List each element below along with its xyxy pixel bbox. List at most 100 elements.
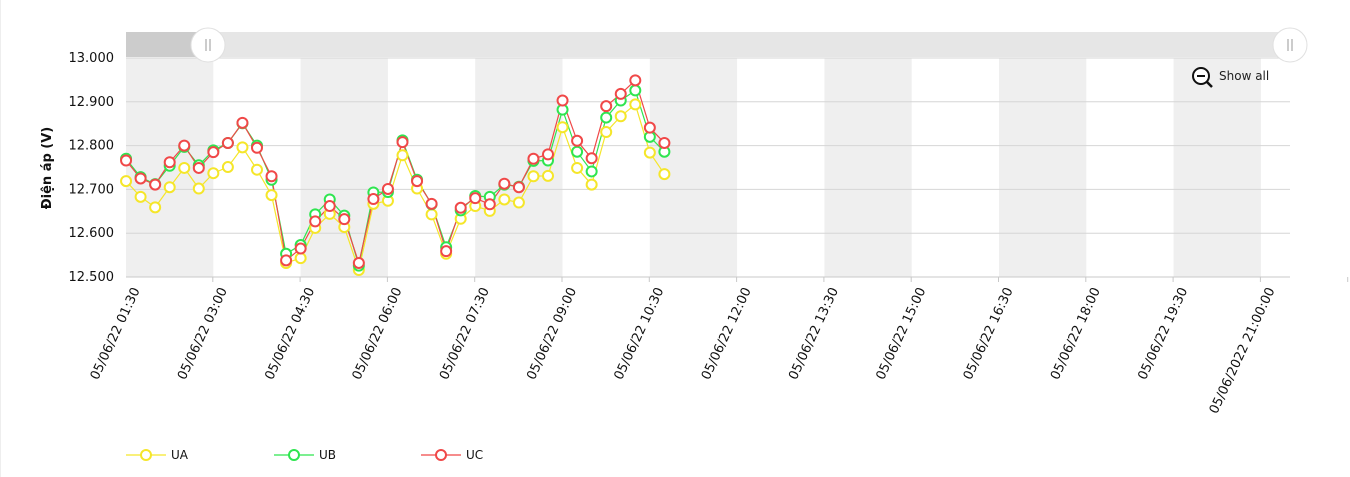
data-point-uc[interactable] [411,175,424,188]
data-point-ub[interactable] [600,111,613,124]
data-point-uc[interactable] [425,197,438,210]
data-point-ua[interactable] [236,141,249,154]
plot-band [1173,58,1261,277]
data-point-ua[interactable] [396,149,409,162]
data-point-ua[interactable] [178,161,191,174]
data-point-uc[interactable] [498,177,511,190]
x-tick-label: 05/06/22 04:30 [262,285,318,382]
data-point-uc[interactable] [120,154,133,167]
y-tick-label: 12.500 [69,270,115,285]
plot-band [999,58,1087,277]
data-point-ua[interactable] [643,146,656,159]
data-point-ua[interactable] [294,252,307,265]
data-point-uc[interactable] [367,193,380,206]
data-point-uc[interactable] [265,170,278,183]
navigator-handle[interactable] [190,27,226,63]
x-tick-label: 05/06/22 01:30 [88,285,144,382]
data-point-uc[interactable] [440,245,453,258]
show-all-button[interactable]: Show all [1219,69,1269,83]
data-point-ua[interactable] [498,193,511,206]
data-point-ua[interactable] [542,169,554,182]
data-point-ua[interactable] [425,208,438,221]
data-point-ua[interactable] [192,182,205,195]
x-tick-label: 05/06/22 03:00 [175,285,231,382]
data-point-ua[interactable] [600,126,613,139]
data-point-uc[interactable] [658,136,671,149]
zoom-out-icon-handle [1206,81,1213,88]
data-point-ua[interactable] [120,175,133,188]
data-point-ua[interactable] [265,189,278,202]
data-point-uc[interactable] [556,94,569,107]
data-point-ub[interactable] [629,84,642,97]
data-point-uc[interactable] [571,134,584,147]
data-point-uc[interactable] [149,178,162,191]
navigator-track [126,32,1291,57]
data-point-uc[interactable] [454,201,467,214]
data-point-uc[interactable] [323,200,336,213]
data-point-uc[interactable] [614,87,627,100]
data-point-ua[interactable] [629,98,642,111]
x-tick-label: 05/06/22 18:00 [1048,285,1104,382]
data-point-uc[interactable] [134,172,147,185]
data-point-ua[interactable] [571,161,584,174]
y-tick-label: 13.000 [69,51,115,66]
data-point-ua[interactable] [221,161,234,174]
navigator-handle[interactable] [1272,27,1308,63]
data-point-ua[interactable] [149,201,162,214]
data-point-uc[interactable] [338,213,351,226]
data-point-ua[interactable] [207,167,220,180]
data-point-uc[interactable] [396,136,409,149]
data-point-ua[interactable] [556,121,569,134]
data-point-uc[interactable] [483,198,496,211]
plot-band [300,58,388,277]
data-point-uc[interactable] [542,148,554,161]
legend-marker-ub[interactable] [288,449,300,461]
data-point-uc[interactable] [600,100,613,113]
x-tick-label: 05/06/22 09:00 [524,285,580,382]
legend-label-ub[interactable]: UB [319,448,336,462]
x-tick-label: 05/06/22 19:30 [1135,285,1191,382]
data-point-uc[interactable] [294,242,307,255]
data-point-uc[interactable] [309,215,322,228]
data-point-ua[interactable] [527,170,540,183]
data-point-ua[interactable] [614,110,627,123]
x-tick-label: 05/06/22 15:00 [873,285,929,382]
data-point-ua[interactable] [512,196,525,209]
data-point-uc[interactable] [512,181,525,194]
x-tick-label: 05/06/22 12:00 [699,285,755,382]
data-point-uc[interactable] [585,152,598,165]
data-point-uc[interactable] [280,254,293,267]
y-tick-label: 12.700 [69,182,115,197]
data-point-ua[interactable] [251,163,263,176]
x-tick-label: 05/06/22 16:30 [961,285,1017,382]
data-point-uc[interactable] [178,139,191,152]
data-point-uc[interactable] [643,121,656,134]
data-point-uc[interactable] [163,156,176,169]
legend-marker-uc[interactable] [435,449,447,461]
legend-marker-ua[interactable] [140,449,152,461]
data-point-uc[interactable] [207,146,220,159]
legend-label-uc[interactable]: UC [466,448,483,462]
data-point-ub[interactable] [571,145,584,158]
data-point-uc[interactable] [352,256,365,269]
data-point-ua[interactable] [134,190,147,203]
data-point-uc[interactable] [469,192,482,205]
data-point-uc[interactable] [221,136,234,149]
data-point-ua[interactable] [585,178,598,191]
plot-band [475,58,563,277]
data-point-uc[interactable] [527,152,540,165]
data-point-uc[interactable] [381,182,394,195]
data-point-uc[interactable] [236,116,249,129]
x-tick-label: 05/06/22 10:30 [612,285,668,382]
data-point-ua[interactable] [163,181,176,194]
data-point-ua[interactable] [658,168,671,181]
data-point-uc[interactable] [251,141,263,154]
y-axis-title: Điện áp (V) [40,127,55,210]
x-tick-label: 05/06/22 07:30 [437,285,493,382]
data-point-uc[interactable] [192,161,205,174]
data-point-ub[interactable] [585,165,598,178]
data-point-uc[interactable] [629,74,642,87]
legend-label-ua[interactable]: UA [171,448,189,462]
